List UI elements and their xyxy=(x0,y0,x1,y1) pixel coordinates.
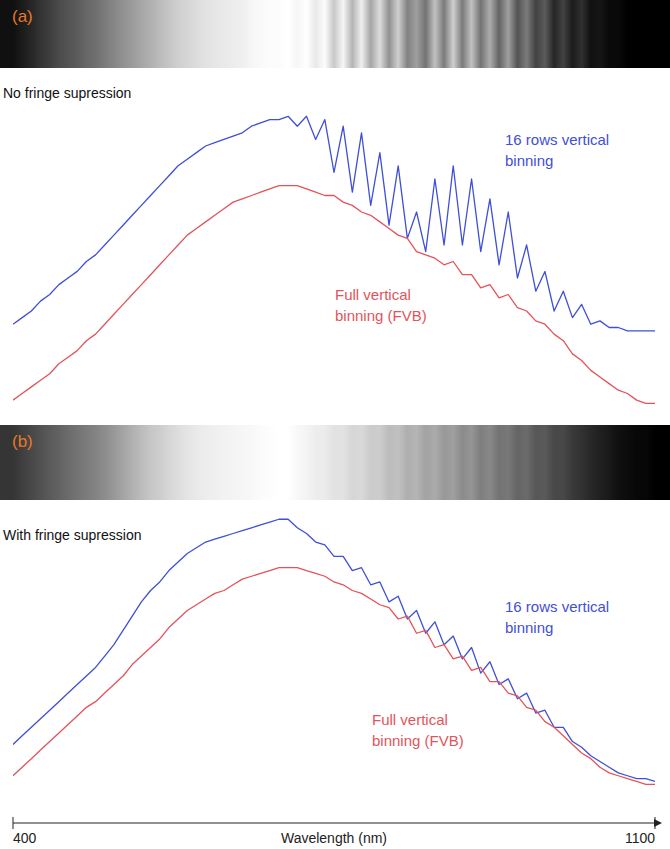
x-tick-label: 1100 xyxy=(625,830,655,846)
series-label: Full vertical binning (FVB) xyxy=(372,711,464,749)
text-line: binning (FVB) xyxy=(372,732,464,749)
x-axis-title: Wavelength (nm) xyxy=(281,830,387,846)
subtitle: No fringe supression xyxy=(3,85,131,101)
text-line: binning xyxy=(505,152,553,169)
x-tick xyxy=(13,817,14,829)
text-line: binning xyxy=(505,619,553,636)
text-line: Full vertical xyxy=(335,286,411,303)
series-line xyxy=(13,116,655,330)
series-line xyxy=(13,519,655,781)
text-line: binning (FVB) xyxy=(335,307,427,324)
plot-area xyxy=(13,116,655,403)
series-line xyxy=(13,568,655,785)
text-line: Full vertical xyxy=(372,711,448,728)
series-label: Full vertical binning (FVB) xyxy=(335,286,427,324)
series-line xyxy=(13,186,655,404)
x-tick xyxy=(655,817,656,829)
x-tick-label: 400 xyxy=(13,830,37,846)
ccd-image xyxy=(0,0,670,68)
figure: (a) No fringe supression 16 rows vertical b… xyxy=(0,0,670,849)
ccd-image xyxy=(0,425,670,500)
x-axis-line xyxy=(13,823,655,824)
text-line: 16 rows vertical xyxy=(505,598,609,615)
plot-area xyxy=(13,519,655,784)
panel-label: (b) xyxy=(12,432,33,451)
series-label: 16 rows vertical binning xyxy=(505,598,609,636)
subtitle: With fringe supression xyxy=(3,527,142,543)
text-line: 16 rows vertical xyxy=(505,131,609,148)
panel-label: (a) xyxy=(12,7,33,26)
series-label: 16 rows vertical binning xyxy=(505,131,609,169)
